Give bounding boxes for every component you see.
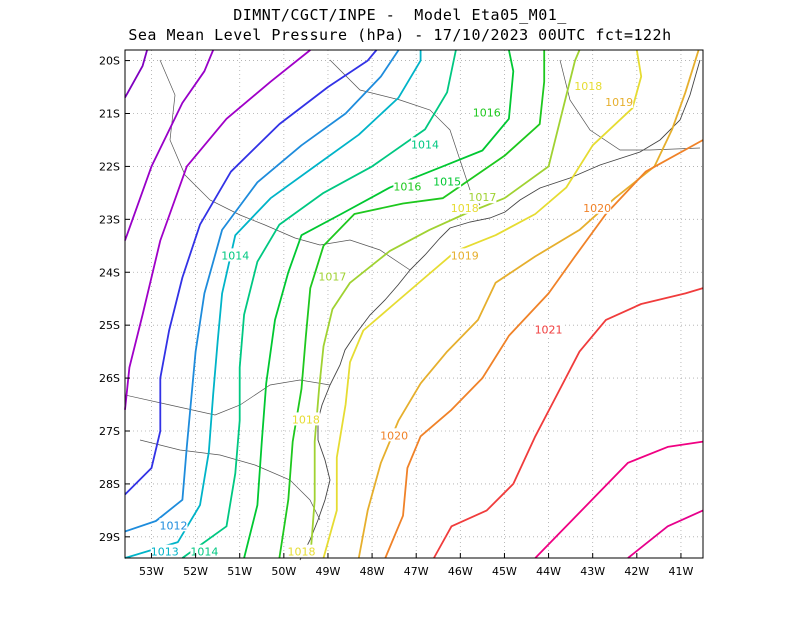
isobar-label: 1020 — [583, 202, 611, 215]
isobar-1021 — [433, 287, 704, 559]
x-tick-label: 52W — [183, 565, 208, 578]
isobar-label: 1014 — [221, 249, 249, 262]
x-tick-label: 47W — [404, 565, 429, 578]
isobar-label: 1018 — [451, 202, 479, 215]
isobar-label-bg — [583, 200, 612, 214]
x-tick-label: 53W — [139, 565, 164, 578]
isobar-label-bg — [450, 248, 479, 262]
isobar-label-bg — [433, 174, 462, 188]
isobar-label-bg — [190, 544, 219, 558]
isobar-1023 — [627, 509, 704, 559]
isobar-label-bg — [472, 105, 501, 119]
y-tick-label: 29S — [99, 531, 120, 544]
y-tick-label: 28S — [99, 478, 120, 491]
isobar-label-bg — [221, 248, 250, 262]
x-tick-label: 50W — [271, 565, 296, 578]
isobar-label-bg — [450, 200, 479, 214]
isobar-1019 — [357, 49, 700, 559]
state-border — [159, 59, 411, 271]
x-tick-label: 46W — [448, 565, 473, 578]
x-tick-label: 48W — [360, 565, 385, 578]
isobar-label: 1019 — [451, 249, 479, 262]
grid-lines — [125, 50, 703, 558]
y-tick-label: 20S — [99, 55, 120, 68]
isobar-label-bg — [605, 94, 634, 108]
isobar-1012 — [124, 49, 400, 533]
isobar-contours — [124, 49, 704, 559]
isobar-1011 — [124, 49, 378, 496]
isobar-label: 1018 — [574, 80, 602, 93]
isobar-label-bg — [159, 518, 188, 532]
isobar-label: 1018 — [287, 546, 315, 559]
isobar-label: 1019 — [605, 96, 633, 109]
isobar-1020 — [384, 139, 704, 559]
plot-frame — [124, 49, 704, 559]
isobar-label-bg — [534, 322, 563, 336]
isobar-label: 1016 — [393, 181, 421, 194]
isobar-label: 1013 — [151, 546, 179, 559]
isobar-label-bg — [468, 190, 497, 204]
isobar-label-bg — [393, 179, 422, 193]
x-axis-ticks: 53W 52W 51W 50W 49W 48W 47W 46W 45W 44W 43W 42W 41W — [139, 553, 693, 578]
isobar-label: 1014 — [411, 138, 439, 151]
coastline — [299, 59, 701, 561]
isobar-label: 1020 — [380, 429, 408, 442]
isobar-label: 1017 — [318, 271, 346, 284]
isobar-label-bg — [291, 412, 320, 426]
state-border — [139, 439, 321, 521]
isobar-label-bg — [411, 137, 440, 151]
isobar-label: 1021 — [535, 323, 563, 336]
chart-title-line1: DIMNT/CGCT/INPE - Model Eta05_M01_ — [233, 6, 567, 24]
x-tick-label: 42W — [624, 565, 649, 578]
isobar-1014 — [181, 49, 457, 559]
isobar-1010 — [124, 49, 311, 410]
x-tick-label: 41W — [669, 565, 694, 578]
isobar-label: 1015 — [433, 175, 461, 188]
y-axis-ticks: 20S 21S 22S 23S 24S 25S 26S 27S 28S 29S — [99, 55, 130, 544]
x-tick-label: 43W — [580, 565, 605, 578]
y-tick-label: 21S — [99, 108, 120, 121]
isobar-label-bg — [287, 544, 316, 558]
y-tick-label: 26S — [99, 372, 120, 385]
isobar-label: 1016 — [473, 107, 501, 120]
state-border — [559, 59, 701, 151]
isobar-label-bg — [574, 79, 603, 93]
isobar-label-bg — [318, 269, 347, 283]
x-tick-label: 45W — [492, 565, 517, 578]
isobar-1013 — [124, 50, 422, 559]
x-tick-label: 51W — [227, 565, 252, 578]
isobar-label: 1014 — [190, 546, 218, 559]
isobar-label-bg — [380, 428, 409, 442]
isobar-1009 — [124, 49, 215, 241]
y-tick-label: 22S — [99, 160, 120, 173]
isobar-label: 1018 — [292, 413, 320, 426]
y-tick-label: 25S — [99, 319, 120, 332]
isobar-label-bg — [150, 544, 179, 558]
isobar-1015 — [243, 49, 515, 559]
y-tick-label: 27S — [99, 425, 120, 438]
isobar-1018 — [322, 49, 643, 559]
x-tick-label: 49W — [316, 565, 341, 578]
x-tick-label: 44W — [536, 565, 561, 578]
isobar-1022 — [534, 440, 704, 559]
coastline-borders — [124, 59, 701, 561]
isobar-label: 1012 — [160, 519, 188, 532]
isobar-1008 — [124, 49, 148, 99]
y-tick-label: 24S — [99, 266, 120, 279]
y-tick-label: 23S — [99, 213, 120, 226]
chart-title-line2: Sea Mean Level Pressure (hPa) - 17/10/20… — [128, 26, 672, 44]
